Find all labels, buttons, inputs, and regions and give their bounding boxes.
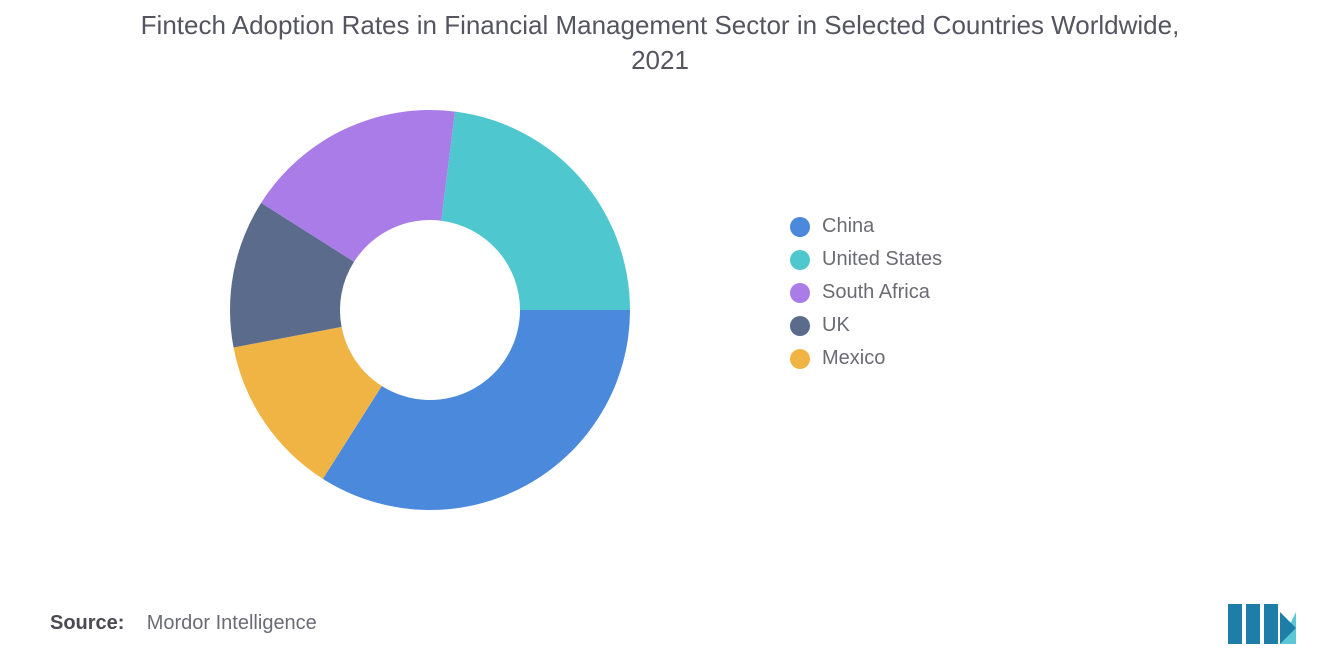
legend-label: Mexico (822, 347, 885, 370)
slice-china (323, 310, 630, 510)
donut-svg (230, 110, 630, 510)
legend-item: UK (790, 314, 942, 337)
slice-united-states (441, 112, 630, 310)
legend-swatch (790, 349, 810, 369)
legend: China United States South Africa UK Mexico (790, 215, 942, 370)
donut-chart (230, 110, 630, 510)
legend-label: United States (822, 248, 942, 271)
chart-container: Fintech Adoption Rates in Financial Mana… (0, 0, 1320, 665)
legend-swatch (790, 316, 810, 336)
legend-swatch (790, 283, 810, 303)
legend-swatch (790, 250, 810, 270)
legend-item: United States (790, 248, 942, 271)
legend-label: UK (822, 314, 850, 337)
legend-label: China (822, 215, 874, 238)
chart-title: Fintech Adoption Rates in Financial Mana… (0, 8, 1320, 78)
brand-logo (1226, 602, 1296, 649)
source-value: Mordor Intelligence (147, 612, 317, 634)
legend-item: Mexico (790, 347, 942, 370)
source-attribution: Source: Mordor Intelligence (50, 612, 317, 635)
legend-label: South Africa (822, 281, 930, 304)
source-label: Source: (50, 612, 124, 634)
brand-logo-svg (1226, 602, 1296, 644)
legend-swatch (790, 217, 810, 237)
legend-item: China (790, 215, 942, 238)
legend-item: South Africa (790, 281, 942, 304)
